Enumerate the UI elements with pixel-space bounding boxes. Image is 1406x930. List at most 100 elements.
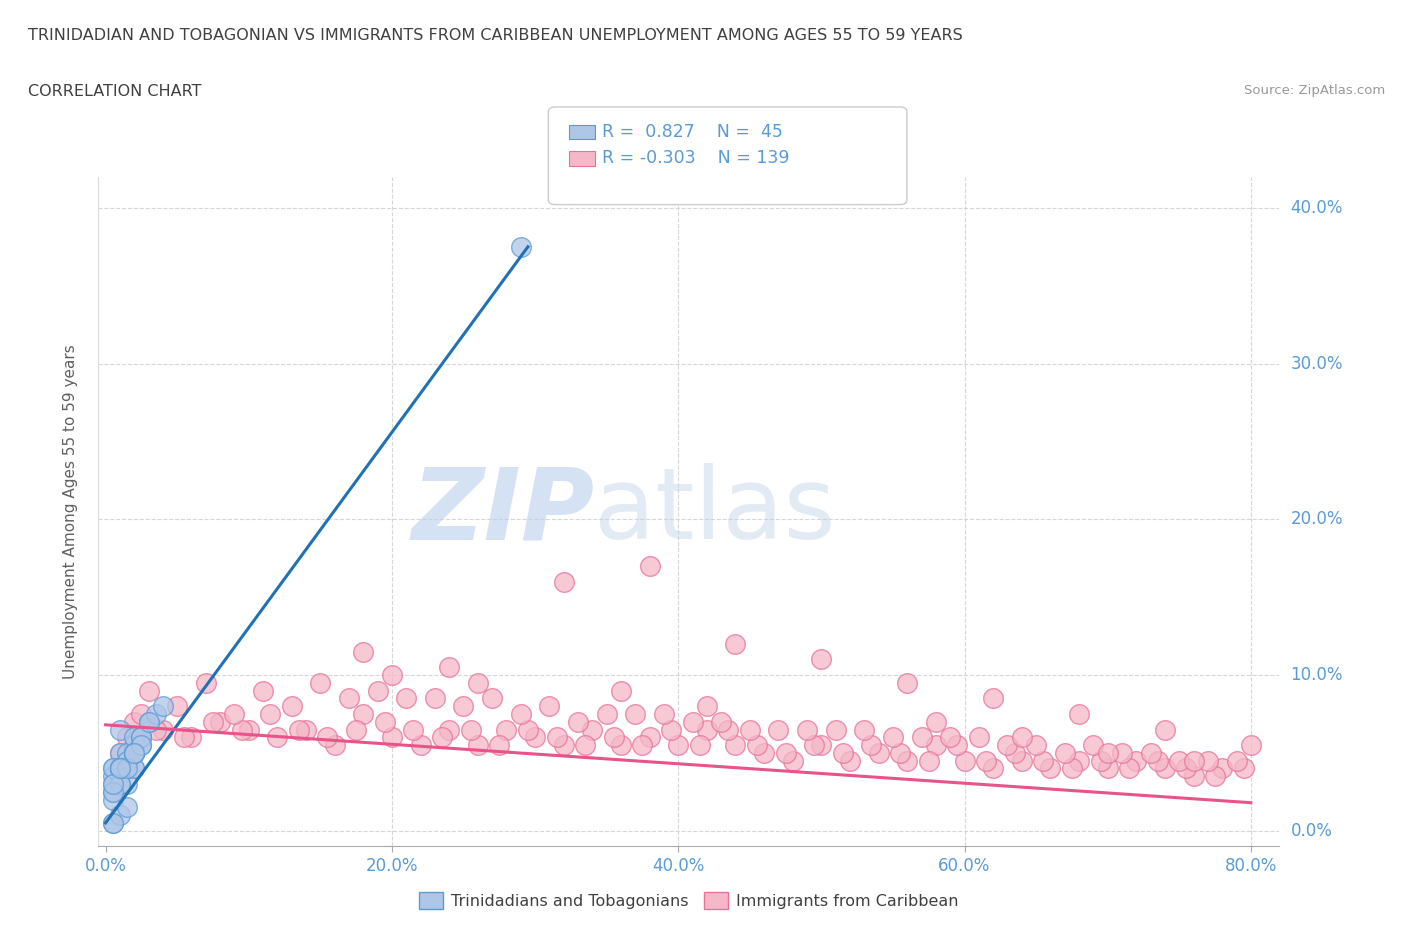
Point: [717, 722, 740, 737]
Point: [1118, 761, 1140, 776]
Legend: Trinidadians and Tobagonians, Immigrants from Caribbean: Trinidadians and Tobagonians, Immigrants…: [412, 886, 966, 915]
Text: atlas: atlas: [595, 463, 837, 560]
Point: [1067, 707, 1090, 722]
Point: [231, 722, 253, 737]
Point: [467, 675, 489, 690]
Point: [101, 777, 124, 791]
Point: [115, 761, 138, 776]
Point: [696, 698, 718, 713]
Point: [108, 769, 131, 784]
Point: [768, 722, 790, 737]
Point: [280, 698, 302, 713]
Point: [831, 746, 853, 761]
Point: [337, 691, 360, 706]
Point: [108, 761, 131, 776]
Point: [752, 746, 775, 761]
Point: [101, 769, 124, 784]
Point: [138, 714, 160, 729]
Point: [581, 722, 603, 737]
Point: [395, 691, 418, 706]
Point: [259, 707, 281, 722]
Point: [138, 684, 160, 698]
Point: [868, 746, 890, 761]
Point: [495, 722, 517, 737]
Point: [108, 777, 131, 791]
Point: [1175, 761, 1198, 776]
Point: [1090, 753, 1112, 768]
Text: ZIP: ZIP: [412, 463, 595, 560]
Point: [374, 714, 396, 729]
Point: [1211, 761, 1233, 776]
Point: [131, 730, 153, 745]
Point: [1039, 761, 1062, 776]
Point: [108, 746, 131, 761]
Point: [166, 698, 188, 713]
Point: [108, 777, 131, 791]
Point: [108, 808, 131, 823]
Point: [1154, 722, 1177, 737]
Point: [423, 691, 446, 706]
Point: [115, 800, 138, 815]
Point: [101, 816, 124, 830]
Point: [738, 722, 761, 737]
Point: [839, 753, 862, 768]
Point: [122, 714, 145, 729]
Point: [810, 737, 832, 752]
Point: [925, 714, 948, 729]
Point: [352, 644, 374, 659]
Point: [1139, 746, 1161, 761]
Point: [925, 737, 948, 752]
Point: [115, 746, 138, 761]
Point: [201, 714, 224, 729]
Point: [367, 684, 389, 698]
Point: [553, 574, 575, 589]
Point: [122, 737, 145, 752]
Point: [101, 761, 124, 776]
Point: [603, 730, 626, 745]
Point: [946, 737, 969, 752]
Point: [538, 698, 561, 713]
Point: [509, 707, 531, 722]
Y-axis label: Unemployment Among Ages 55 to 59 years: Unemployment Among Ages 55 to 59 years: [63, 344, 77, 679]
Point: [1146, 753, 1168, 768]
Point: [101, 792, 124, 807]
Point: [409, 737, 432, 752]
Point: [638, 730, 661, 745]
Point: [101, 784, 124, 799]
Point: [659, 722, 682, 737]
Point: [610, 684, 633, 698]
Point: [238, 722, 260, 737]
Point: [138, 714, 160, 729]
Point: [1240, 737, 1263, 752]
Point: [803, 737, 825, 752]
Point: [108, 761, 131, 776]
Point: [939, 730, 962, 745]
Point: [1097, 761, 1119, 776]
Point: [108, 722, 131, 737]
Point: [782, 753, 804, 768]
Point: [896, 675, 918, 690]
Point: [108, 761, 131, 776]
Point: [309, 675, 332, 690]
Point: [666, 737, 689, 752]
Point: [724, 737, 747, 752]
Point: [115, 753, 138, 768]
Point: [745, 737, 768, 752]
Point: [430, 730, 453, 745]
Text: TRINIDADIAN AND TOBAGONIAN VS IMMIGRANTS FROM CARIBBEAN UNEMPLOYMENT AMONG AGES : TRINIDADIAN AND TOBAGONIAN VS IMMIGRANTS…: [28, 28, 963, 43]
Point: [122, 746, 145, 761]
Point: [1204, 769, 1226, 784]
Point: [524, 730, 547, 745]
Point: [652, 707, 675, 722]
Point: [1011, 730, 1033, 745]
Point: [967, 730, 990, 745]
Point: [381, 668, 404, 683]
Point: [889, 746, 911, 761]
Point: [724, 636, 747, 651]
Text: 20.0%: 20.0%: [1291, 511, 1343, 528]
Point: [1060, 761, 1083, 776]
Point: [122, 730, 145, 745]
Point: [775, 746, 797, 761]
Point: [101, 761, 124, 776]
Point: [344, 722, 367, 737]
